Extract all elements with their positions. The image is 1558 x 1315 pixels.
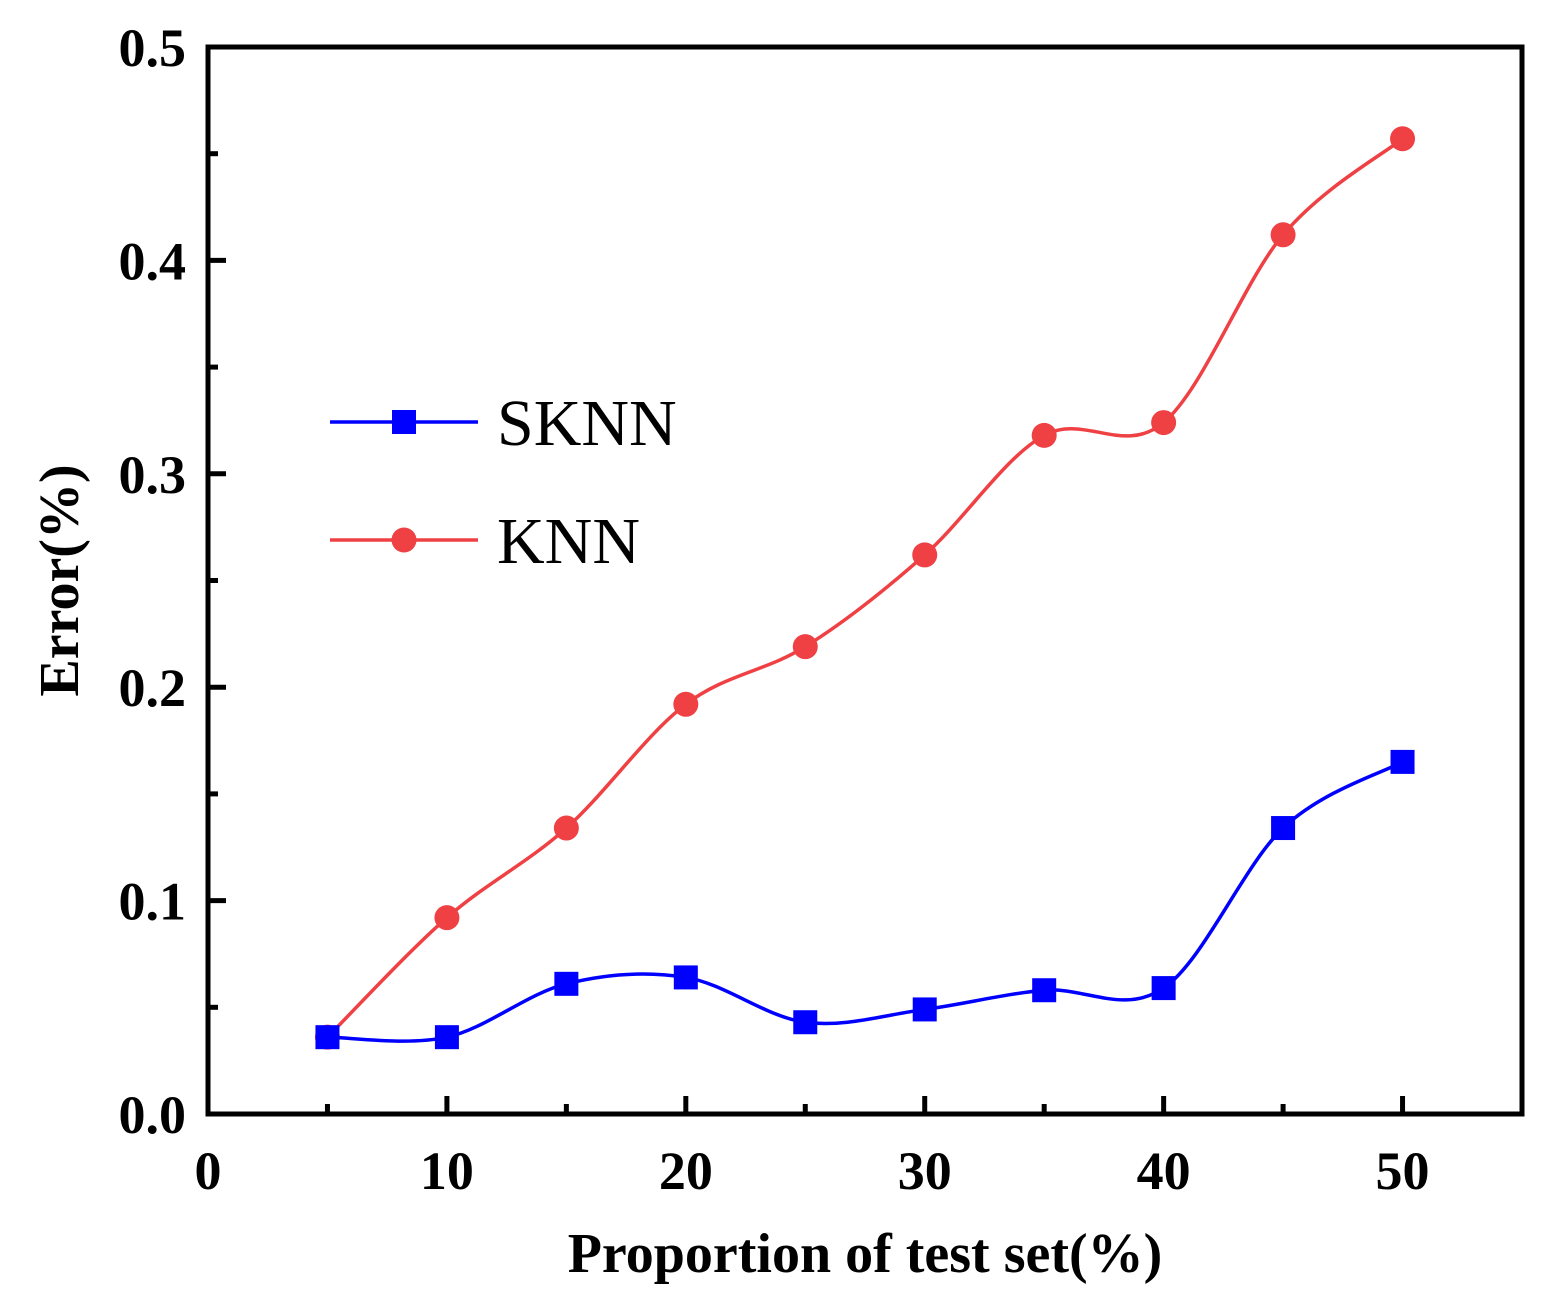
series-layer <box>314 126 1416 1050</box>
legend-label-knn: KNN <box>497 505 640 578</box>
legend-item-knn: KNN <box>330 505 640 578</box>
data-point-knn <box>792 634 818 660</box>
legend-marker-knn <box>391 527 417 553</box>
y-tick-label: 0.1 <box>119 872 187 932</box>
data-point-sknn <box>912 997 937 1022</box>
data-point-knn <box>434 905 460 931</box>
data-point-knn <box>912 542 938 568</box>
data-point-sknn <box>1271 816 1296 841</box>
legend-marker-sknn <box>392 410 416 434</box>
y-axis: 0.0 0.1 0.2 0.3 0.4 0.5 <box>119 18 226 1145</box>
data-point-knn <box>1151 410 1177 436</box>
data-point-sknn <box>1151 976 1176 1001</box>
plot-frame <box>205 44 1525 1117</box>
x-tick-label: 50 <box>1376 1141 1430 1201</box>
y-tick-label: 0.4 <box>119 231 187 291</box>
data-point-knn <box>1390 126 1416 152</box>
series-line-knn <box>326 137 1404 1039</box>
data-point-sknn <box>554 971 579 996</box>
data-point-knn <box>1031 422 1057 448</box>
data-point-knn <box>1270 222 1296 248</box>
series-knn <box>314 126 1416 1050</box>
x-tick-label: 10 <box>420 1141 474 1201</box>
data-point-sknn <box>1390 749 1415 774</box>
data-point-sknn <box>793 1010 818 1035</box>
legend-label-sknn: SKNN <box>497 387 677 460</box>
data-point-sknn <box>434 1025 459 1050</box>
y-tick-label: 0.2 <box>119 658 187 718</box>
x-tick-label: 0 <box>195 1141 222 1201</box>
x-axis: 0 10 20 30 40 50 <box>195 1096 1430 1201</box>
legend-item-sknn: SKNN <box>330 387 677 460</box>
y-axis-title: Error(%) <box>29 464 91 696</box>
x-tick-label: 40 <box>1137 1141 1191 1201</box>
x-tick-label: 30 <box>898 1141 952 1201</box>
data-point-knn <box>673 691 699 717</box>
x-axis-title: Proportion of test set(%) <box>568 1223 1163 1285</box>
series-line-sknn <box>327 760 1404 1043</box>
data-point-sknn <box>1032 978 1057 1003</box>
y-tick-label: 0.3 <box>119 445 187 505</box>
series-sknn <box>315 749 1415 1050</box>
data-point-knn <box>553 815 579 841</box>
data-point-sknn <box>315 1025 340 1050</box>
y-tick-label: 0.0 <box>119 1085 187 1145</box>
legend: SKNN KNN <box>330 387 677 578</box>
data-point-sknn <box>673 965 698 990</box>
y-tick-label: 0.5 <box>119 18 187 78</box>
x-tick-label: 20 <box>659 1141 713 1201</box>
